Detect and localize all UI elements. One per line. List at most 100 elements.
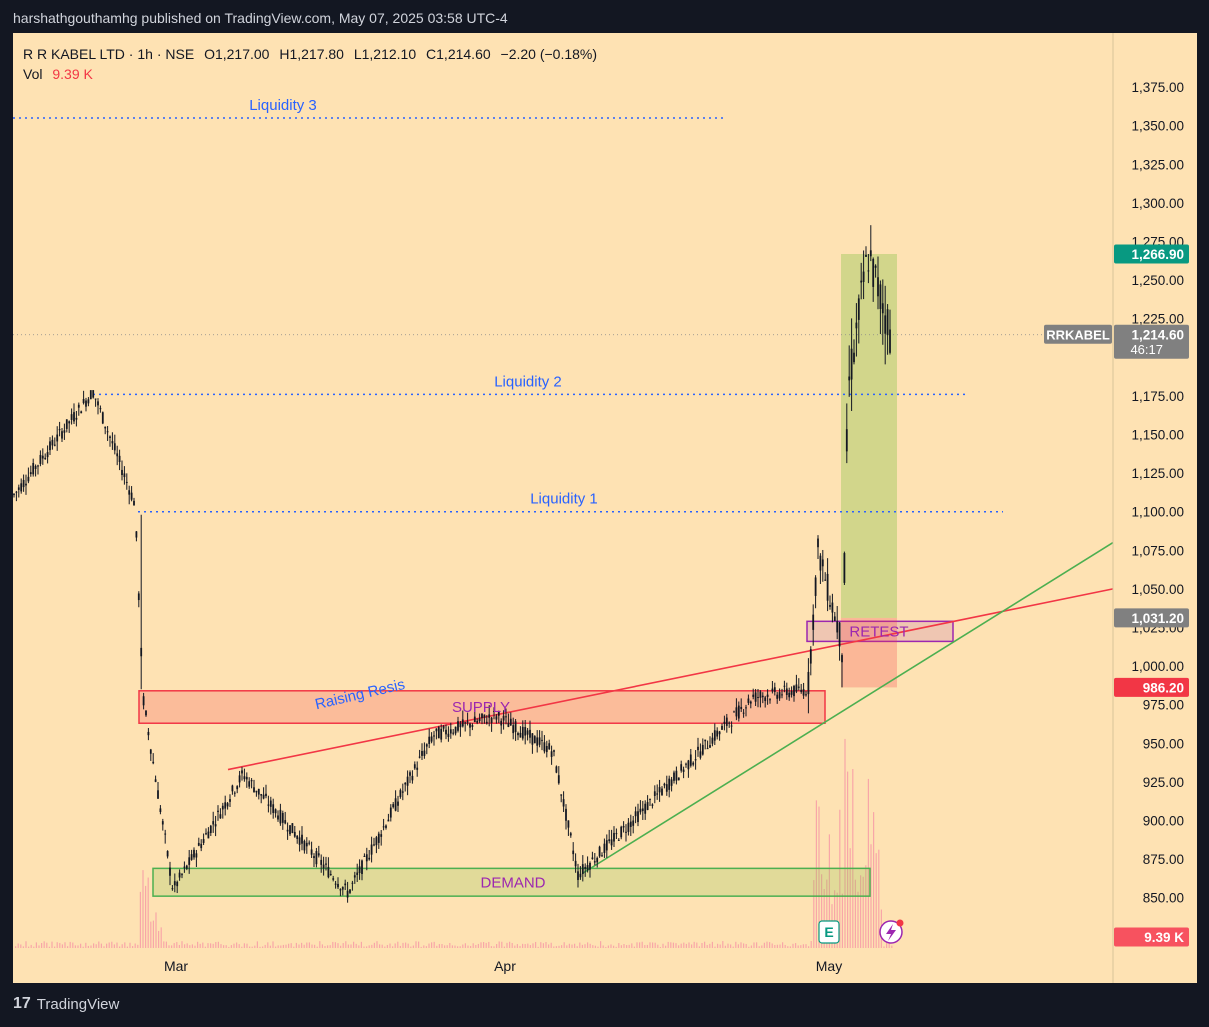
candle-body bbox=[517, 733, 519, 736]
volume-bar bbox=[678, 945, 680, 948]
volume-bar bbox=[605, 946, 607, 948]
candle-body bbox=[173, 881, 176, 886]
volume-bar bbox=[740, 942, 742, 948]
candle-body bbox=[831, 602, 834, 613]
candle-body bbox=[363, 855, 366, 857]
volume-bar bbox=[280, 945, 282, 948]
volume-bar bbox=[392, 946, 394, 948]
candle-body bbox=[488, 714, 491, 718]
volume-bar bbox=[207, 943, 209, 948]
volume-bar bbox=[709, 943, 711, 948]
volume-bar bbox=[639, 942, 641, 948]
candle-body bbox=[668, 778, 671, 790]
candle-body bbox=[877, 277, 879, 297]
volume-bar bbox=[51, 941, 53, 948]
volume-bar bbox=[22, 946, 24, 948]
candle-body bbox=[183, 866, 186, 868]
volume-bar bbox=[238, 944, 240, 948]
candle-body bbox=[778, 692, 781, 699]
candle-body bbox=[149, 749, 152, 754]
volume-bar bbox=[269, 945, 271, 948]
candle-body bbox=[164, 833, 167, 835]
candle-body bbox=[317, 853, 320, 856]
candle-body bbox=[159, 808, 162, 812]
candle-body bbox=[838, 622, 841, 647]
candle-body bbox=[735, 707, 738, 717]
volume-bar bbox=[379, 944, 381, 948]
labels-layer: SUPPLY DEMAND RETEST Liquidity 3 Liquidity 2… bbox=[249, 97, 909, 944]
volume-bar bbox=[178, 944, 180, 948]
volume-bar bbox=[857, 891, 859, 948]
volume-bar bbox=[272, 941, 274, 948]
liquidity-label: Liquidity 2 bbox=[494, 373, 562, 390]
volume-bar bbox=[95, 944, 97, 948]
volume-bar bbox=[171, 945, 173, 948]
volume-bar bbox=[454, 945, 456, 948]
candle-body bbox=[207, 831, 210, 839]
candle-body bbox=[591, 857, 594, 860]
candle-body bbox=[301, 834, 303, 844]
candle-body bbox=[346, 890, 349, 898]
candle-body bbox=[133, 500, 135, 506]
candle-body bbox=[865, 254, 867, 257]
price-tick-label: 1,050.00 bbox=[1131, 582, 1184, 597]
volume-bar bbox=[813, 880, 815, 948]
volume-bar bbox=[805, 944, 807, 948]
earnings-marker-label: E bbox=[824, 924, 833, 940]
candle-body bbox=[730, 725, 733, 727]
candle-body bbox=[565, 808, 567, 821]
candle-body bbox=[637, 811, 639, 823]
volume-bar bbox=[150, 921, 152, 948]
volume-bar bbox=[662, 943, 664, 948]
candle-body bbox=[63, 430, 66, 433]
candle-body bbox=[579, 873, 582, 878]
volume-bar bbox=[782, 942, 784, 948]
candle-body bbox=[644, 803, 647, 814]
candle-body bbox=[716, 730, 719, 737]
candle-body bbox=[699, 751, 702, 758]
volume-bar bbox=[779, 944, 781, 948]
candle-body bbox=[171, 888, 174, 890]
chart-frame[interactable]: SUPPLY DEMAND RETEST Liquidity 3 Liquidity 2… bbox=[13, 33, 1197, 983]
candle-body bbox=[365, 854, 368, 862]
candle-body bbox=[790, 691, 793, 695]
candle-body bbox=[253, 787, 255, 793]
volume-bar bbox=[90, 945, 92, 948]
candle-body bbox=[752, 694, 755, 697]
time-axis[interactable]: Mar Apr May bbox=[164, 958, 842, 974]
volume-bar bbox=[862, 876, 864, 948]
volume-bar bbox=[249, 946, 251, 948]
volume-bar bbox=[730, 944, 732, 948]
volume-bar bbox=[493, 946, 495, 948]
candle-body bbox=[140, 647, 143, 657]
candle-body bbox=[267, 804, 270, 806]
candle-body bbox=[841, 655, 843, 663]
volume-bar bbox=[126, 946, 128, 948]
candle-body bbox=[373, 844, 375, 846]
candle-body bbox=[881, 303, 884, 314]
axis-badge-volume bbox=[1114, 927, 1189, 947]
candle-body bbox=[404, 782, 407, 785]
volume-bar bbox=[529, 945, 531, 948]
volume-bar bbox=[433, 941, 435, 948]
volume-bar bbox=[584, 944, 586, 948]
price-tick-label: 1,300.00 bbox=[1131, 196, 1184, 211]
volume-bar bbox=[706, 945, 708, 948]
candle-body bbox=[209, 825, 212, 834]
volume-bar bbox=[860, 875, 862, 948]
candle-body bbox=[447, 733, 450, 737]
volume-bar bbox=[262, 946, 264, 948]
candle-body bbox=[569, 833, 572, 836]
volume-bar bbox=[347, 944, 349, 948]
candle-body bbox=[296, 835, 299, 839]
chart-canvas[interactable]: SUPPLY DEMAND RETEST Liquidity 3 Liquidity 2… bbox=[13, 33, 1197, 983]
candle-body bbox=[293, 831, 296, 837]
candle-body bbox=[629, 821, 632, 827]
candle-body bbox=[524, 727, 527, 736]
candle-body bbox=[303, 840, 306, 851]
legend-change: −2.20 (−0.18%) bbox=[501, 46, 598, 62]
candle-body bbox=[466, 721, 469, 723]
price-axis[interactable]: 825.00850.00875.00900.00925.00950.00975.… bbox=[1044, 33, 1189, 983]
volume-bar bbox=[698, 946, 700, 948]
candle-body bbox=[641, 808, 644, 812]
